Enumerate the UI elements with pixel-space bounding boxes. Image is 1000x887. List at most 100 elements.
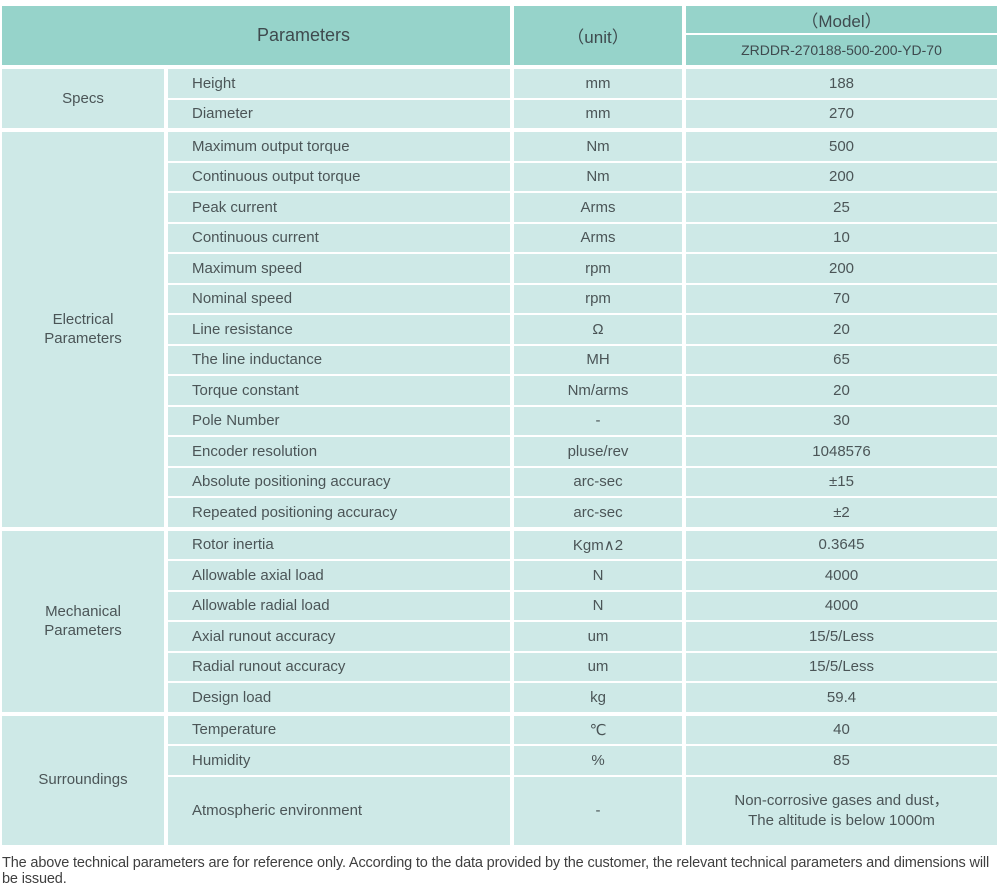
model-header-cell: （Model）: [686, 6, 997, 33]
table-row: Pole Number - 30: [168, 406, 997, 435]
unit-cell: arc-sec: [514, 498, 682, 527]
parameter-cell: Repeated positioning accuracy: [168, 498, 510, 527]
parameter-cell: Height: [168, 69, 510, 98]
table-row: Allowable radial load N 4000: [168, 591, 997, 620]
unit-cell: pluse/rev: [514, 437, 682, 466]
model-header-label: （Model）: [801, 12, 882, 31]
value-cell: 25: [686, 193, 997, 222]
section-rows: Height mm 188 Diameter mm 270: [168, 69, 997, 128]
section-rows: Temperature ℃ 40 Humidity % 85 Atmospher…: [168, 715, 997, 845]
value-cell: 65: [686, 345, 997, 374]
parameter-cell: Pole Number: [168, 406, 510, 435]
section-label: Surroundings: [2, 715, 164, 845]
parameters-header-cell: Parameters: [2, 6, 510, 65]
parameter-cell: Diameter: [168, 99, 510, 128]
table-row: Maximum output torque Nm 500: [168, 132, 997, 161]
unit-cell: mm: [514, 99, 682, 128]
value-cell: ±2: [686, 498, 997, 527]
value-cell: 500: [686, 132, 997, 161]
unit-cell: Kgm∧2: [514, 530, 682, 559]
unit-cell: rpm: [514, 254, 682, 283]
parameter-cell: Rotor inertia: [168, 530, 510, 559]
unit-cell: Ω: [514, 315, 682, 344]
table-section: Electrical Parameters Maximum output tor…: [2, 132, 997, 527]
parameter-cell: Humidity: [168, 746, 510, 775]
table-section: Mechanical Parameters Rotor inertia Kgm∧…: [2, 530, 997, 712]
section-rows: Maximum output torque Nm 500 Continuous …: [168, 132, 997, 527]
value-cell: 200: [686, 162, 997, 191]
unit-cell: N: [514, 561, 682, 590]
value-cell: 188: [686, 69, 997, 98]
unit-cell: Arms: [514, 193, 682, 222]
unit-cell: N: [514, 591, 682, 620]
table-row: The line inductance MH 65: [168, 345, 997, 374]
value-cell: Non-corrosive gases and dust， The altitu…: [686, 776, 997, 845]
unit-cell: arc-sec: [514, 467, 682, 496]
table-row: Atmospheric environment - Non-corrosive …: [168, 776, 997, 845]
parameters-header-label: Parameters: [256, 25, 351, 45]
unit-cell: Nm: [514, 132, 682, 161]
footer-note: The above technical parameters are for r…: [2, 854, 990, 887]
unit-cell: mm: [514, 69, 682, 98]
value-cell: 40: [686, 715, 997, 744]
unit-header-cell: （unit）: [514, 6, 682, 65]
table-row: Height mm 188: [168, 69, 997, 98]
table-row: Temperature ℃ 40: [168, 715, 997, 744]
table-row: Design load kg 59.4: [168, 683, 997, 712]
table-row: Encoder resolution pluse/rev 1048576: [168, 437, 997, 466]
value-cell: 15/5/Less: [686, 652, 997, 681]
value-cell: 1048576: [686, 437, 997, 466]
section-rows: Rotor inertia Kgm∧2 0.3645 Allowable axi…: [168, 530, 997, 712]
parameter-cell: Design load: [168, 683, 510, 712]
table-row: Repeated positioning accuracy arc-sec ±2: [168, 498, 997, 527]
parameter-cell: Maximum output torque: [168, 132, 510, 161]
table-row: Humidity % 85: [168, 746, 997, 775]
section-label: Electrical Parameters: [2, 132, 164, 527]
parameter-cell: Allowable axial load: [168, 561, 510, 590]
value-cell: 270: [686, 99, 997, 128]
spec-table: Parameters （unit） （Model） ZRDDR-270188-5…: [2, 6, 997, 845]
table-row: Maximum speed rpm 200: [168, 254, 997, 283]
value-cell: 10: [686, 223, 997, 252]
parameter-cell: The line inductance: [168, 345, 510, 374]
unit-cell: um: [514, 652, 682, 681]
table-row: Allowable axial load N 4000: [168, 561, 997, 590]
table-row: Torque constant Nm/arms 20: [168, 376, 997, 405]
table-row: Line resistance Ω 20: [168, 315, 997, 344]
parameter-cell: Axial runout accuracy: [168, 622, 510, 651]
parameter-cell: Torque constant: [168, 376, 510, 405]
unit-cell: Nm: [514, 162, 682, 191]
table-row: Continuous output torque Nm 200: [168, 162, 997, 191]
value-cell: 59.4: [686, 683, 997, 712]
unit-cell: Nm/arms: [514, 376, 682, 405]
unit-cell: MH: [514, 345, 682, 374]
parameter-cell: Absolute positioning accuracy: [168, 467, 510, 496]
table-row: Diameter mm 270: [168, 99, 997, 128]
parameter-cell: Maximum speed: [168, 254, 510, 283]
parameter-cell: Allowable radial load: [168, 591, 510, 620]
table-row: Radial runout accuracy um 15/5/Less: [168, 652, 997, 681]
value-cell: 0.3645: [686, 530, 997, 559]
parameter-cell: Encoder resolution: [168, 437, 510, 466]
unit-cell: kg: [514, 683, 682, 712]
value-cell: 85: [686, 746, 997, 775]
unit-cell: Arms: [514, 223, 682, 252]
value-cell: 20: [686, 315, 997, 344]
model-number-label: ZRDDR-270188-500-200-YD-70: [741, 42, 942, 58]
value-cell: ±15: [686, 467, 997, 496]
table-row: Rotor inertia Kgm∧2 0.3645: [168, 530, 997, 559]
table-header: Parameters （unit） （Model） ZRDDR-270188-5…: [2, 6, 997, 65]
unit-cell: rpm: [514, 284, 682, 313]
parameter-cell: Radial runout accuracy: [168, 652, 510, 681]
parameter-cell: Atmospheric environment: [168, 776, 510, 845]
table-row: Continuous current Arms 10: [168, 223, 997, 252]
model-number-cell: ZRDDR-270188-500-200-YD-70: [686, 35, 997, 65]
parameter-cell: Continuous current: [168, 223, 510, 252]
parameter-cell: Peak current: [168, 193, 510, 222]
table-body: Specs Height mm 188 Diameter mm 270 Elec…: [2, 69, 997, 845]
value-cell: 200: [686, 254, 997, 283]
parameter-cell: Continuous output torque: [168, 162, 510, 191]
value-cell: 70: [686, 284, 997, 313]
value-cell: 30: [686, 406, 997, 435]
